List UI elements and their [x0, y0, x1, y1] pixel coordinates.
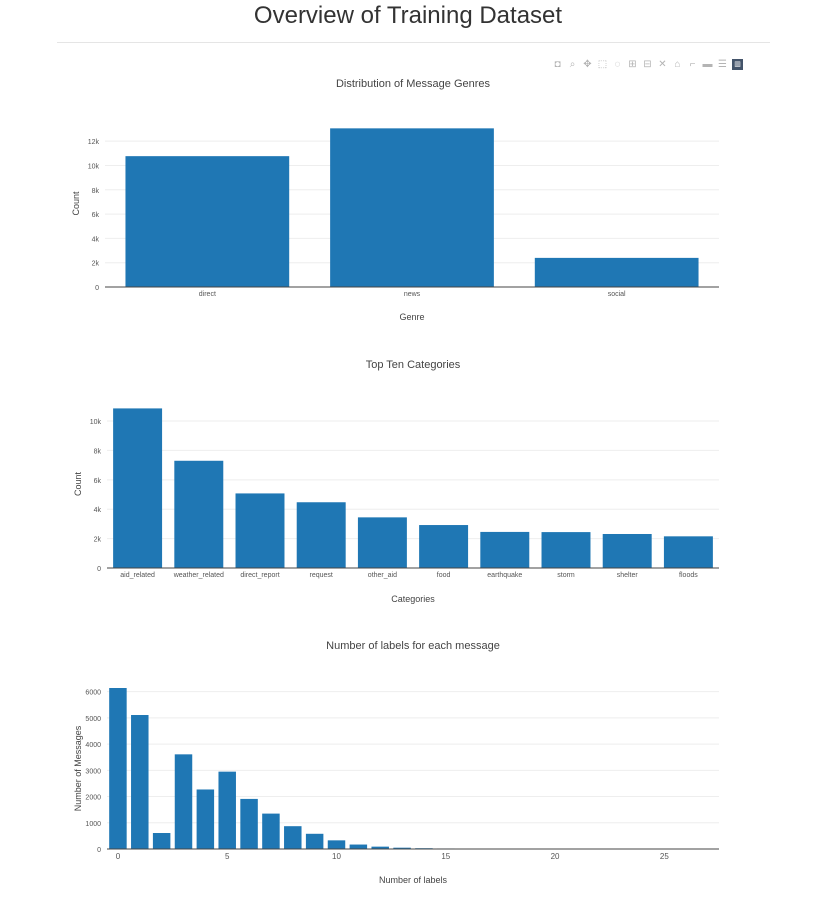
bar-labels-10: [328, 840, 345, 849]
y-tick-label: 10k: [90, 419, 102, 426]
bar-storm: [542, 532, 591, 568]
y-tick-label: 2k: [94, 537, 102, 544]
y-tick-label: 0: [97, 847, 101, 854]
chart-title: Number of labels for each message: [326, 640, 500, 652]
x-tick-label: direct_report: [240, 572, 279, 579]
chart-title: Distribution of Message Genres: [336, 78, 491, 90]
labels-per-message-chart: Number of labels for each message 0 1000 20…: [0, 620, 816, 900]
x-axis-label: Categories: [391, 594, 435, 604]
y-axis-label: Count: [71, 191, 81, 216]
bar-labels-8: [284, 826, 301, 849]
y-tick-label: 6k: [94, 478, 102, 485]
y-tick-label: 0: [97, 566, 101, 573]
x-tick-label: 10: [332, 852, 341, 861]
y-tick-label: 3000: [85, 768, 101, 775]
bar-earthquake: [480, 532, 529, 568]
page-title: Overview of Training Dataset: [0, 2, 816, 30]
bar-direct-report: [236, 493, 285, 568]
y-tick-label: 6k: [92, 212, 100, 219]
x-tick-label: weather_related: [173, 572, 224, 579]
bar-food: [419, 525, 468, 568]
y-tick-label: 10k: [88, 163, 100, 170]
y-tick-label: 2000: [85, 795, 101, 802]
y-axis-label: Number of Messages: [73, 725, 83, 811]
chart-title: Top Ten Categories: [366, 359, 461, 371]
bar-labels-11: [350, 845, 367, 849]
y-tick-label: 5000: [85, 716, 101, 723]
x-tick-label: food: [437, 572, 451, 579]
x-tick-label: direct: [199, 291, 216, 298]
top-categories-chart: Top Ten Categories 0 2k 4k 6k 8k 10k aid_relate…: [0, 340, 816, 620]
x-tick-label: earthquake: [487, 572, 522, 579]
x-tick-label: storm: [557, 572, 575, 579]
x-tick-label: news: [404, 291, 421, 298]
bar-other-aid: [358, 517, 407, 568]
bar-floods: [664, 536, 713, 568]
bar-social: [535, 258, 699, 287]
x-tick-label: 15: [441, 852, 450, 861]
bar-labels-9: [306, 834, 323, 849]
bar-labels-1: [131, 715, 148, 849]
bar-labels-6: [240, 799, 257, 849]
bar-labels-5: [218, 772, 235, 849]
x-tick-label: 20: [551, 852, 560, 861]
bar-weather-related: [174, 461, 223, 568]
y-tick-label: 4k: [92, 236, 100, 243]
x-axis-label: Genre: [399, 312, 424, 322]
bar-request: [297, 502, 346, 568]
y-tick-label: 4000: [85, 742, 101, 749]
y-tick-label: 0: [95, 285, 99, 292]
bar-labels-3: [175, 754, 192, 849]
bar-shelter: [603, 534, 652, 568]
y-tick-label: 8k: [92, 188, 100, 195]
x-axis-label: Number of labels: [379, 875, 448, 885]
x-tick-label: other_aid: [368, 572, 397, 579]
bar-news: [330, 128, 494, 287]
bar-direct: [125, 156, 289, 287]
x-tick-label: 25: [660, 852, 669, 861]
x-tick-label: floods: [679, 572, 698, 579]
x-tick-label: social: [608, 291, 626, 298]
x-tick-label: aid_related: [120, 572, 155, 579]
y-axis-label: Count: [73, 472, 83, 497]
y-tick-label: 12k: [88, 139, 100, 146]
y-tick-label: 1000: [85, 821, 101, 828]
y-tick-label: 2k: [92, 261, 100, 268]
genre-distribution-chart: Distribution of Message Genres 0 2k 4k 6k 8k 1…: [0, 60, 816, 340]
bar-labels-2: [153, 833, 170, 849]
y-tick-label: 4k: [94, 507, 102, 514]
bar-labels-4: [197, 789, 214, 849]
y-tick-label: 8k: [94, 448, 102, 455]
title-divider: [57, 42, 770, 43]
bar-labels-7: [262, 814, 279, 849]
x-tick-label: 5: [225, 852, 230, 861]
x-tick-label: 0: [116, 852, 121, 861]
x-tick-label: shelter: [617, 572, 639, 579]
y-tick-label: 6000: [85, 690, 101, 697]
bar-labels-0: [109, 688, 126, 849]
x-tick-label: request: [310, 572, 333, 579]
bar-aid-related: [113, 408, 162, 568]
